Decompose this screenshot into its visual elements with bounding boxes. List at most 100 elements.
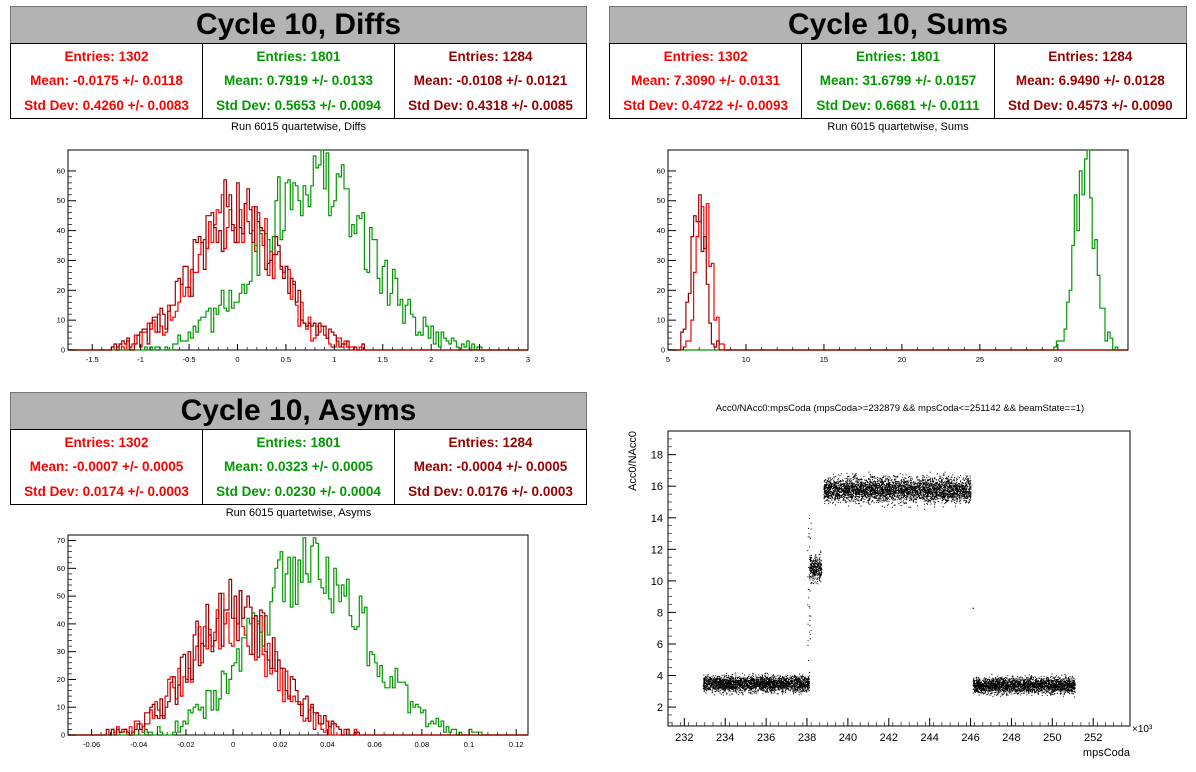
scatter-point xyxy=(924,492,926,494)
scatter-point xyxy=(930,498,932,500)
scatter-point xyxy=(717,683,719,684)
scatter-point xyxy=(842,484,844,486)
scatter-point xyxy=(781,690,783,692)
scatter-point xyxy=(969,486,971,488)
scatter-point xyxy=(805,679,807,681)
scatter-point xyxy=(805,690,807,691)
scatter-point xyxy=(841,496,843,498)
scatter-point xyxy=(731,687,733,689)
scatter-point xyxy=(797,688,799,690)
scatter-point xyxy=(965,500,967,501)
scatter-point xyxy=(837,495,839,497)
scatter-point xyxy=(943,473,945,475)
scatter-point xyxy=(703,686,705,688)
scatter-point xyxy=(794,688,796,690)
scatter-point xyxy=(726,681,728,683)
scatter-point xyxy=(759,684,761,686)
scatter-point xyxy=(724,682,726,684)
scatter-point xyxy=(767,690,769,692)
scatter-point xyxy=(759,687,761,689)
scatter-point xyxy=(778,680,780,682)
scatter-point xyxy=(811,565,812,567)
scatter-point xyxy=(787,675,789,676)
scatter-point xyxy=(942,479,943,481)
scatter-point xyxy=(720,677,722,679)
scatter-point xyxy=(784,688,786,690)
scatter-point xyxy=(764,674,766,676)
scatter-point xyxy=(710,676,711,678)
scatter-point xyxy=(947,486,949,488)
scatter-point xyxy=(826,480,828,482)
mean-label: Mean: -0.0175 +/- 0.0118 xyxy=(30,73,183,89)
scatter-point xyxy=(748,690,749,692)
scatter-point xyxy=(706,683,708,685)
scatter-point xyxy=(966,493,968,495)
scatter-point xyxy=(746,680,748,682)
scatter-point xyxy=(739,681,741,683)
scatter-point xyxy=(728,689,730,691)
scatter-point xyxy=(932,490,934,491)
sums-x-tick-label-3: 20 xyxy=(898,355,906,364)
sums-title: Cycle 10, Sums xyxy=(609,6,1187,44)
scatter-point xyxy=(800,690,802,692)
scatter-point xyxy=(750,684,752,686)
scatter-point xyxy=(794,685,796,686)
scatter-point xyxy=(724,690,726,692)
scatter-point xyxy=(717,689,719,691)
scatter-point xyxy=(764,680,766,682)
scatter-point xyxy=(792,675,793,677)
scatter-point xyxy=(786,678,788,680)
scatter-point xyxy=(750,678,752,680)
diffs-series-line-2 xyxy=(68,179,528,351)
scatter-point xyxy=(798,680,800,682)
scatter-point xyxy=(820,574,821,576)
scatter-point xyxy=(732,678,734,680)
scatter-point xyxy=(773,684,775,686)
scatter-point xyxy=(868,484,870,486)
scatter-point xyxy=(750,676,752,678)
scatter-point xyxy=(925,499,927,501)
scatter-point xyxy=(803,685,805,687)
scatter-point xyxy=(747,685,749,687)
scatter-point xyxy=(830,498,832,500)
scatter-point xyxy=(944,499,946,501)
scatter-point xyxy=(782,689,784,691)
scatter-point xyxy=(815,570,817,572)
scatter-point xyxy=(851,500,853,502)
scatter-point xyxy=(785,685,787,687)
scatter-point xyxy=(729,689,731,691)
scatter-point xyxy=(725,680,726,682)
scatter-point xyxy=(855,489,857,490)
scatter-point xyxy=(723,676,725,678)
sums-x-tick-label-4: 25 xyxy=(976,355,984,364)
scatter-point xyxy=(814,565,815,567)
scatter-point xyxy=(731,676,733,677)
scatter-point xyxy=(732,674,734,675)
scatter-point xyxy=(789,684,791,685)
scatter-point xyxy=(721,688,723,690)
scatter-point xyxy=(784,675,786,677)
scatter-point xyxy=(792,678,794,679)
scatter-point xyxy=(716,686,718,688)
scatter-point xyxy=(789,677,791,679)
scatter-point xyxy=(897,481,899,483)
scatter-point xyxy=(736,682,737,684)
scatter-point xyxy=(965,479,967,480)
scatter-point xyxy=(801,675,802,677)
scatter-point xyxy=(801,684,803,685)
scatter-point xyxy=(757,678,759,680)
scatter-point xyxy=(720,681,722,683)
scatter-point xyxy=(924,483,926,485)
scatter-point xyxy=(746,678,748,679)
scatter-point xyxy=(836,493,838,495)
scatter-point xyxy=(732,681,734,683)
scatter-point xyxy=(808,681,810,683)
scatter-point xyxy=(955,487,957,489)
scatter-point xyxy=(813,573,815,575)
scatter-point xyxy=(922,493,924,495)
scatter-point xyxy=(777,681,779,683)
scatter-point xyxy=(772,684,774,686)
scatter-point xyxy=(731,688,733,690)
scatter-point xyxy=(960,475,962,477)
scatter-point xyxy=(813,569,815,571)
